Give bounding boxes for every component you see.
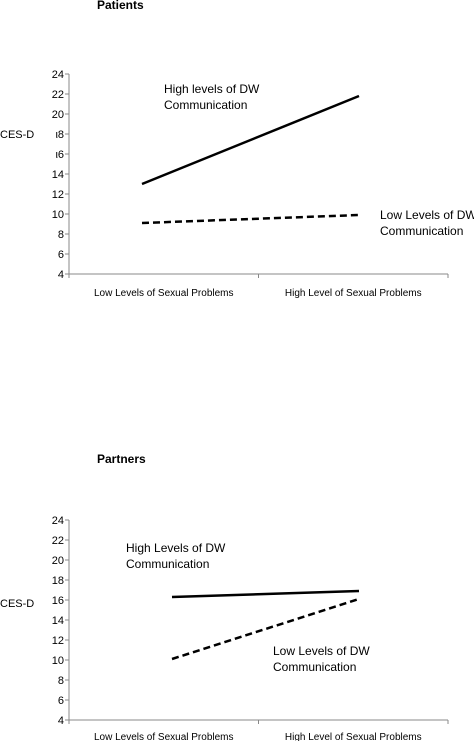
partners-plot: 4 6 8 10 12 14 16 18 20 22 24 Low Levels of Sexual … [0,515,449,741]
y-tick-label: 20 [52,555,64,567]
y-tick-label: 10 [52,209,64,221]
series-annotation: Communication [164,98,247,112]
y-tick-label: 24 [52,69,64,81]
y-tick-label: 14 [52,615,64,627]
y-tick-label: 20 [52,109,64,121]
x-tick-label: Low Levels of Sexual Problems [94,288,234,299]
series-annotation: Low Levels of DW [273,644,370,658]
y-axis-label: CES-D [0,129,34,141]
y-axis-label: CES-D [0,598,34,610]
x-tick-label: High Level of Sexual Problems [285,732,422,741]
partners-chart: Partners 4 6 8 10 12 14 16 18 20 22 24 Low Levels o… [0,450,474,741]
y-tick-label: 8 [58,675,64,687]
y-tick-label: 4 [58,269,64,281]
x-tick-label: High Level of Sexual Problems [285,288,422,299]
y-tick-label: 18 [52,575,64,587]
y-tick-label: ι6 [55,149,64,161]
chart-title: Partners [97,452,146,466]
series-annotation: Communication [273,660,356,674]
y-tick-label: 6 [58,249,64,261]
series-line-high-dw [171,589,360,599]
patients-plot: 4 6 8 10 12 14 ι6 ι8 20 22 24 Low Levels of Sexual … [0,69,474,299]
y-tick-label: 24 [52,515,64,527]
chart-title: Patients [97,0,144,12]
x-tick-label: Low Levels of Sexual Problems [94,732,234,741]
patients-chart: Patients 4 6 8 10 12 14 ι6 ι8 20 22 24 Low Levels o… [0,0,474,320]
y-tick-label: 10 [52,655,64,667]
series-annotation: Communication [380,224,463,238]
y-tick-label: 6 [58,695,64,707]
series-annotation: High levels of DW [164,82,260,96]
series-line-high-dw [141,94,360,186]
y-tick-label: 4 [58,715,64,727]
series-annotation: Communication [126,557,209,571]
y-tick-label: ι8 [55,129,64,141]
y-tick-label: 14 [52,169,64,181]
series-line-low-dw [141,213,360,225]
y-tick-label: 12 [52,189,64,201]
y-tick-label: 16 [52,595,64,607]
y-tick-label: 12 [52,635,64,647]
y-tick-label: 8 [58,229,64,241]
y-tick-label: 22 [52,89,64,101]
series-annotation: Low Levels of DW [380,208,474,222]
y-tick-label: 22 [52,535,64,547]
series-annotation: High Levels of DW [126,541,226,555]
